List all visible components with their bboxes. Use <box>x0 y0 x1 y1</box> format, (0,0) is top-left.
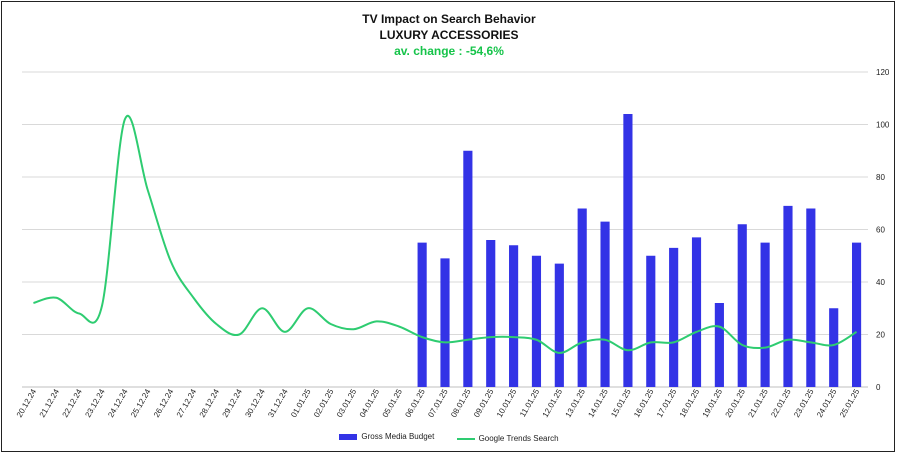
x-tick-label: 17.01.25 <box>655 387 679 419</box>
x-tick-label: 08.01.25 <box>449 387 473 419</box>
x-tick-label: 21.01.25 <box>746 387 770 419</box>
legend-swatch-budget <box>339 433 358 440</box>
x-tick-label: 25.01.25 <box>838 387 862 419</box>
x-tick-label: 09.01.25 <box>472 387 496 419</box>
y-tick-label: 120 <box>876 68 890 77</box>
chart-title: TV Impact on Search Behavior <box>362 12 536 26</box>
bar-budget-16.01.25 <box>646 255 656 387</box>
bar-budget-21.01.25 <box>760 242 770 387</box>
x-tick-label: 11.01.25 <box>518 387 541 418</box>
bar-budget-12.01.25 <box>554 263 564 387</box>
x-tick-label: 19.01.25 <box>701 387 725 419</box>
x-tick-label: 20.01.25 <box>724 387 748 419</box>
bar-budget-22.01.25 <box>783 205 793 387</box>
legend-item-budget: Gross Media Budget <box>339 432 434 441</box>
bar-budget-06.01.25 <box>417 242 427 387</box>
legend: Gross Media Budget Google Trends Search <box>0 432 898 443</box>
legend-item-trends: Google Trends Search <box>456 434 559 443</box>
average-change: av. change : -54,6% <box>394 44 504 58</box>
x-tick-label: 26.12.24 <box>152 387 176 419</box>
x-tick-label: 24.12.24 <box>106 387 130 419</box>
bar-budget-14.01.25 <box>600 221 610 387</box>
x-tick-label: 22.01.25 <box>769 387 793 419</box>
bar-budget-20.01.25 <box>737 224 747 387</box>
x-tick-label: 04.01.25 <box>358 387 382 419</box>
x-tick-label: 06.01.25 <box>404 387 428 419</box>
x-tick-label: 12.01.25 <box>541 387 565 419</box>
x-tick-label: 27.12.24 <box>175 387 199 419</box>
bar-budget-17.01.25 <box>669 247 679 387</box>
x-tick-label: 23.12.24 <box>83 387 107 419</box>
x-tick-label: 03.01.25 <box>335 387 359 419</box>
x-tick-label: 13.01.25 <box>564 387 588 419</box>
x-tick-label: 01.01.25 <box>289 387 313 419</box>
line-google-trends <box>33 115 858 354</box>
y-tick-label: 100 <box>876 121 890 130</box>
bar-budget-10.01.25 <box>509 245 519 387</box>
x-tick-label: 30.12.24 <box>243 387 267 419</box>
bar-budget-25.01.25 <box>851 242 862 387</box>
x-tick-label: 31.12.24 <box>266 387 290 419</box>
x-tick-label: 23.01.25 <box>792 387 816 419</box>
chart-titles: TV Impact on Search Behavior LUXURY ACCE… <box>0 11 898 59</box>
bar-budget-13.01.25 <box>577 208 587 387</box>
x-tick-label: 18.01.25 <box>678 387 702 419</box>
bar-budget-23.01.25 <box>806 208 816 387</box>
x-tick-label: 25.12.24 <box>129 387 153 419</box>
bar-budget-15.01.25 <box>623 114 633 387</box>
y-tick-label: 40 <box>876 278 885 287</box>
x-tick-label: 02.01.25 <box>312 387 336 419</box>
y-tick-label: 20 <box>876 331 885 340</box>
bar-budget-09.01.25 <box>486 240 496 387</box>
bar-budget-08.01.25 <box>463 150 473 387</box>
x-tick-label: 28.12.24 <box>198 387 222 419</box>
x-tick-label: 14.01.25 <box>586 387 610 419</box>
x-tick-label: 07.01.25 <box>426 387 450 419</box>
x-tick-label: 16.01.25 <box>632 387 656 419</box>
bar-budget-24.01.25 <box>829 308 839 387</box>
bar-budget-18.01.25 <box>691 237 702 387</box>
bar-budget-11.01.25 <box>531 255 542 387</box>
legend-label-trends: Google Trends Search <box>478 434 559 443</box>
x-tick-label: 21.12.24 <box>38 387 62 419</box>
x-tick-label: 22.12.24 <box>61 387 85 419</box>
bar-budget-19.01.25 <box>714 303 724 387</box>
x-tick-label: 15.01.25 <box>609 387 633 419</box>
x-tick-label: 20.12.24 <box>15 387 39 419</box>
x-tick-label: 10.01.25 <box>495 387 519 419</box>
legend-swatch-trends <box>456 437 475 440</box>
legend-label-budget: Gross Media Budget <box>361 432 435 441</box>
x-tick-label: 24.01.25 <box>815 387 839 419</box>
y-tick-label: 80 <box>876 173 885 182</box>
x-tick-label: 29.12.24 <box>221 387 245 419</box>
x-tick-label: 05.01.25 <box>381 387 405 419</box>
y-tick-label: 60 <box>876 226 885 235</box>
chart-subtitle: LUXURY ACCESSORIES <box>379 28 519 42</box>
bar-budget-07.01.25 <box>440 258 450 387</box>
y-tick-label: 0 <box>876 383 881 392</box>
